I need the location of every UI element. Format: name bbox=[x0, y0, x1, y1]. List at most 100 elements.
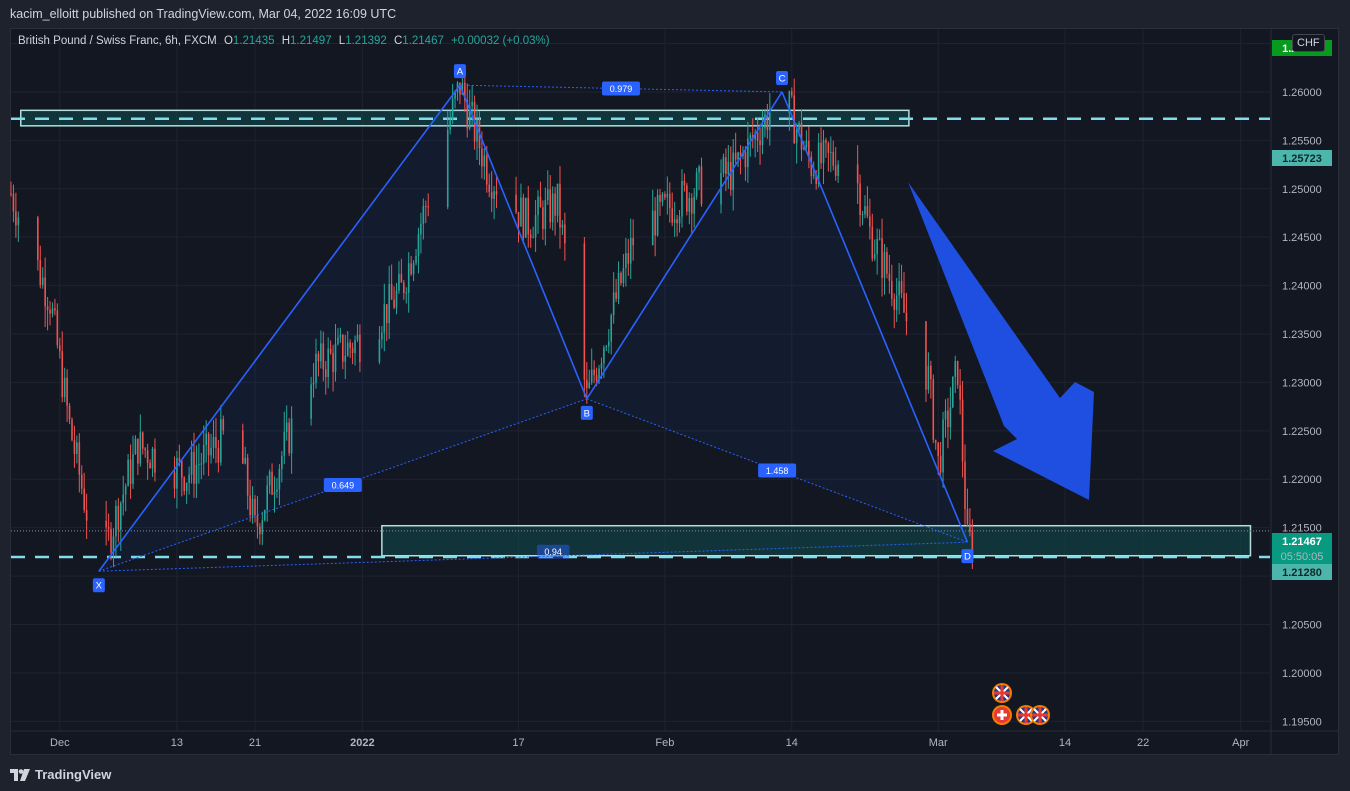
candle-down bbox=[586, 379, 588, 388]
candle-up bbox=[747, 138, 749, 168]
ratio-label: 0.979 bbox=[610, 84, 633, 94]
candle-down bbox=[766, 114, 769, 131]
change-value: +0.00032 (+0.03%) bbox=[451, 35, 550, 47]
candle-down bbox=[930, 365, 932, 380]
candle-down bbox=[488, 184, 491, 193]
candle-up bbox=[405, 292, 408, 294]
candle-up bbox=[119, 502, 122, 530]
harmonic-pattern[interactable]: 0.649 0.979 1.458 0.94 X A B C D bbox=[92, 64, 974, 593]
candle-up bbox=[954, 360, 957, 377]
candle-up bbox=[134, 438, 137, 455]
candle-up bbox=[76, 442, 78, 455]
candle-down bbox=[317, 353, 320, 362]
candle-up bbox=[546, 189, 549, 201]
currency-badge[interactable]: CHF bbox=[1292, 34, 1325, 52]
last-price-tag: 1.21467 bbox=[1282, 536, 1322, 548]
pattern-triangle-xab bbox=[98, 85, 587, 572]
candle-up bbox=[188, 474, 190, 483]
time-tick-label: 21 bbox=[249, 737, 261, 749]
candle-up bbox=[895, 295, 898, 310]
candle-up bbox=[698, 166, 700, 173]
candle-up bbox=[198, 464, 200, 466]
candle-up bbox=[41, 277, 44, 286]
candle-down bbox=[800, 123, 803, 150]
candle-down bbox=[888, 273, 891, 281]
candle-down bbox=[44, 277, 46, 307]
uk-flag-cross bbox=[1024, 707, 1028, 723]
direction-arrow[interactable] bbox=[908, 182, 1094, 500]
candle-down bbox=[222, 419, 225, 431]
candle-down bbox=[856, 164, 859, 184]
candle-up bbox=[415, 255, 417, 264]
event-icons[interactable] bbox=[992, 683, 1050, 725]
candle-up bbox=[561, 224, 564, 228]
candle-up bbox=[803, 146, 805, 150]
candle-down bbox=[71, 419, 73, 441]
candle-down bbox=[271, 471, 273, 495]
open-value: 1.21435 bbox=[232, 35, 275, 47]
time-tick-label: Feb bbox=[655, 737, 674, 749]
candle-up bbox=[556, 183, 559, 216]
tradingview-brand[interactable]: TradingView bbox=[10, 767, 111, 782]
candle-up bbox=[864, 206, 866, 215]
candle-down bbox=[207, 433, 210, 456]
candle-up bbox=[127, 459, 129, 487]
candle-up bbox=[944, 410, 947, 420]
candle-up bbox=[666, 193, 669, 198]
symbol-legend: British Pound / Swiss Franc, 6h, FXCM O1… bbox=[18, 35, 550, 47]
candle-down bbox=[359, 334, 361, 363]
candle-down bbox=[342, 335, 344, 362]
pattern-point-label: X bbox=[96, 581, 103, 592]
candle-down bbox=[322, 343, 325, 370]
candle-down bbox=[881, 238, 883, 278]
candle-up bbox=[788, 91, 791, 114]
candle-down bbox=[464, 82, 466, 101]
candle-down bbox=[129, 459, 132, 485]
candle-down bbox=[686, 185, 688, 212]
price-tick-label: 1.24000 bbox=[1282, 281, 1322, 293]
candle-down bbox=[485, 155, 488, 185]
candle-up bbox=[610, 315, 613, 342]
candle-up bbox=[200, 463, 203, 465]
price-tick-label: 1.21500 bbox=[1282, 523, 1322, 535]
candle-down bbox=[542, 207, 544, 230]
candle-down bbox=[615, 292, 617, 299]
candle-down bbox=[324, 369, 327, 378]
pattern-leg bbox=[98, 84, 461, 572]
candle-down bbox=[217, 447, 220, 463]
candle-down bbox=[971, 531, 974, 558]
candle-up bbox=[417, 234, 420, 256]
candle-up bbox=[139, 432, 142, 464]
candle-down bbox=[734, 152, 737, 160]
candle-up bbox=[883, 252, 886, 278]
candle-up bbox=[422, 205, 425, 224]
swiss-cross-v bbox=[1000, 710, 1004, 720]
candle-down bbox=[559, 183, 561, 228]
candle-down bbox=[39, 259, 42, 286]
candle-up bbox=[861, 214, 864, 216]
candle-down bbox=[349, 342, 351, 348]
last-price-tag-bg bbox=[1272, 533, 1332, 565]
candle-down bbox=[668, 193, 671, 209]
candle-down bbox=[683, 180, 686, 186]
candle-up bbox=[590, 369, 593, 383]
candle-down bbox=[676, 219, 678, 224]
pattern-leg bbox=[459, 84, 588, 400]
candle-up bbox=[681, 180, 683, 217]
candle-up bbox=[603, 347, 605, 364]
support-zone bbox=[381, 524, 1252, 557]
candle-down bbox=[149, 462, 151, 469]
candle-up bbox=[122, 494, 125, 503]
candle-up bbox=[185, 482, 188, 492]
candle-down bbox=[810, 156, 813, 177]
pattern-point-box bbox=[453, 64, 466, 79]
candle-up bbox=[537, 196, 539, 216]
candle-down bbox=[215, 436, 217, 448]
candle-down bbox=[756, 132, 759, 141]
candle-down bbox=[825, 140, 827, 143]
candle-down bbox=[54, 308, 56, 311]
candle-up bbox=[112, 536, 115, 553]
price-tick-label: 1.25500 bbox=[1282, 135, 1322, 147]
candle-up bbox=[312, 382, 315, 385]
